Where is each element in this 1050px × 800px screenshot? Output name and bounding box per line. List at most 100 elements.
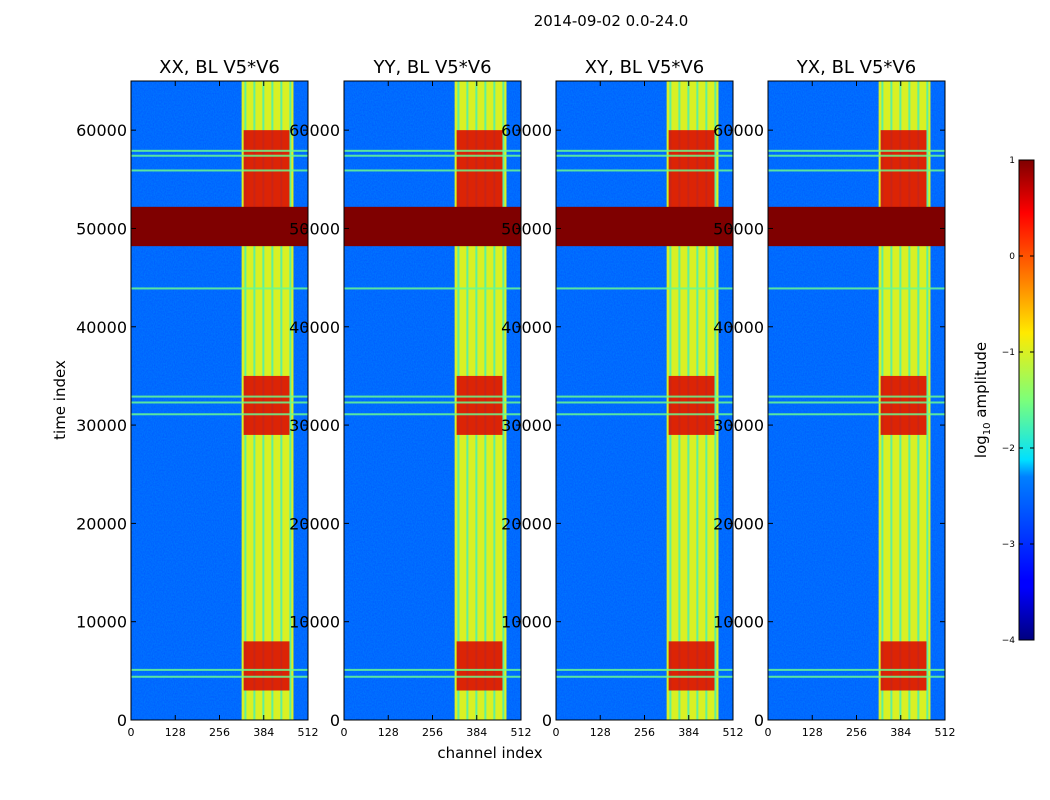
panel-title: XY, BL V5*V6 — [585, 57, 704, 78]
x-tick-label: 384 — [253, 726, 274, 739]
y-tick-label: 60000 — [76, 121, 127, 140]
time-line — [556, 154, 733, 157]
time-line — [556, 413, 733, 416]
y-tick-label: 0 — [542, 711, 552, 730]
time-line — [556, 169, 733, 172]
time-line — [131, 149, 308, 152]
time-line — [768, 287, 945, 290]
colorbar-tick-label: −4 — [1002, 636, 1016, 646]
panel-yy — [343, 80, 522, 721]
x-axis-label: channel index — [437, 744, 542, 762]
y-tick-label: 0 — [330, 711, 340, 730]
time-line — [556, 287, 733, 290]
colorbar-tick-label: −3 — [1002, 540, 1015, 550]
time-line — [768, 668, 945, 671]
time-line — [556, 668, 733, 671]
y-tick-label: 30000 — [76, 416, 127, 435]
colorbar: 1 0 −1 −2 −3 −4 log10 amplitude — [972, 156, 1035, 646]
time-line — [344, 287, 521, 290]
y-tick-label: 20000 — [76, 514, 127, 533]
time-line — [768, 154, 945, 157]
time-line — [344, 154, 521, 157]
time-line — [556, 675, 733, 678]
colorbar-gradient — [1018, 159, 1035, 641]
x-tick-label: 128 — [590, 726, 611, 739]
burst — [668, 130, 715, 209]
x-tick-label: 256 — [634, 726, 655, 739]
time-line — [131, 395, 308, 398]
time-line — [556, 395, 733, 398]
band-stripe — [714, 81, 717, 720]
y-tick-label: 60000 — [289, 121, 340, 140]
y-tick-label: 50000 — [713, 219, 764, 238]
band-stripe — [502, 81, 505, 720]
x-tick-label: 384 — [678, 726, 699, 739]
x-tick-label: 256 — [846, 726, 867, 739]
time-line — [344, 401, 521, 404]
burst — [456, 641, 503, 691]
panel-yx — [767, 80, 946, 721]
time-line — [768, 401, 945, 404]
x-tick-label: 128 — [165, 726, 186, 739]
burst — [880, 130, 927, 209]
y-tick-label: 10000 — [76, 613, 127, 632]
y-tick-label: 10000 — [289, 613, 340, 632]
x-tick-label: 0 — [765, 726, 772, 739]
y-tick-label: 50000 — [76, 219, 127, 238]
panel-title: YY, BL V5*V6 — [372, 57, 491, 78]
colorbar-tick-label: −2 — [1002, 444, 1015, 454]
time-line — [131, 169, 308, 172]
burst — [243, 641, 290, 691]
panel-xy — [555, 80, 734, 721]
time-line — [131, 401, 308, 404]
x-tick-label: 384 — [466, 726, 487, 739]
y-tick-label: 40000 — [501, 318, 552, 337]
y-tick-label: 40000 — [713, 318, 764, 337]
x-tick-label: 256 — [422, 726, 443, 739]
y-tick-label: 10000 — [501, 613, 552, 632]
burst — [243, 130, 290, 209]
colorbar-tick-label: 1 — [1009, 156, 1015, 166]
y-tick-label: 50000 — [501, 219, 552, 238]
x-tick-label: 512 — [723, 726, 744, 739]
time-line — [768, 169, 945, 172]
burst — [880, 375, 927, 435]
y-tick-label: 60000 — [501, 121, 552, 140]
time-line — [344, 169, 521, 172]
time-line — [768, 675, 945, 678]
flagged-block — [344, 206, 521, 247]
y-tick-label: 0 — [117, 711, 127, 730]
y-tick-label: 60000 — [713, 121, 764, 140]
panel-xx — [130, 80, 309, 721]
time-line — [131, 413, 308, 416]
y-tick-label: 20000 — [289, 514, 340, 533]
time-line — [344, 149, 521, 152]
burst — [668, 375, 715, 435]
panel-title: XX, BL V5*V6 — [159, 57, 280, 78]
time-line — [131, 668, 308, 671]
flagged-block — [131, 206, 308, 247]
flagged-block — [556, 206, 733, 247]
burst — [243, 375, 290, 435]
colorbar-tick-label: −1 — [1002, 348, 1015, 358]
x-tick-label: 128 — [802, 726, 823, 739]
y-tick-label: 40000 — [76, 318, 127, 337]
burst — [668, 641, 715, 691]
band-stripe — [289, 81, 292, 720]
x-tick-label: 256 — [209, 726, 230, 739]
y-tick-label: 50000 — [289, 219, 340, 238]
burst — [880, 641, 927, 691]
y-axis-label: time index — [51, 360, 69, 440]
time-line — [556, 149, 733, 152]
y-tick-label: 20000 — [501, 514, 552, 533]
time-line — [768, 395, 945, 398]
time-line — [768, 149, 945, 152]
y-tick-label: 30000 — [289, 416, 340, 435]
time-line — [344, 668, 521, 671]
flagged-block — [768, 206, 945, 247]
y-tick-label: 0 — [754, 711, 764, 730]
figure-title: 2014-09-02 0.0-24.0 — [533, 12, 689, 30]
time-line — [131, 287, 308, 290]
time-line — [344, 413, 521, 416]
